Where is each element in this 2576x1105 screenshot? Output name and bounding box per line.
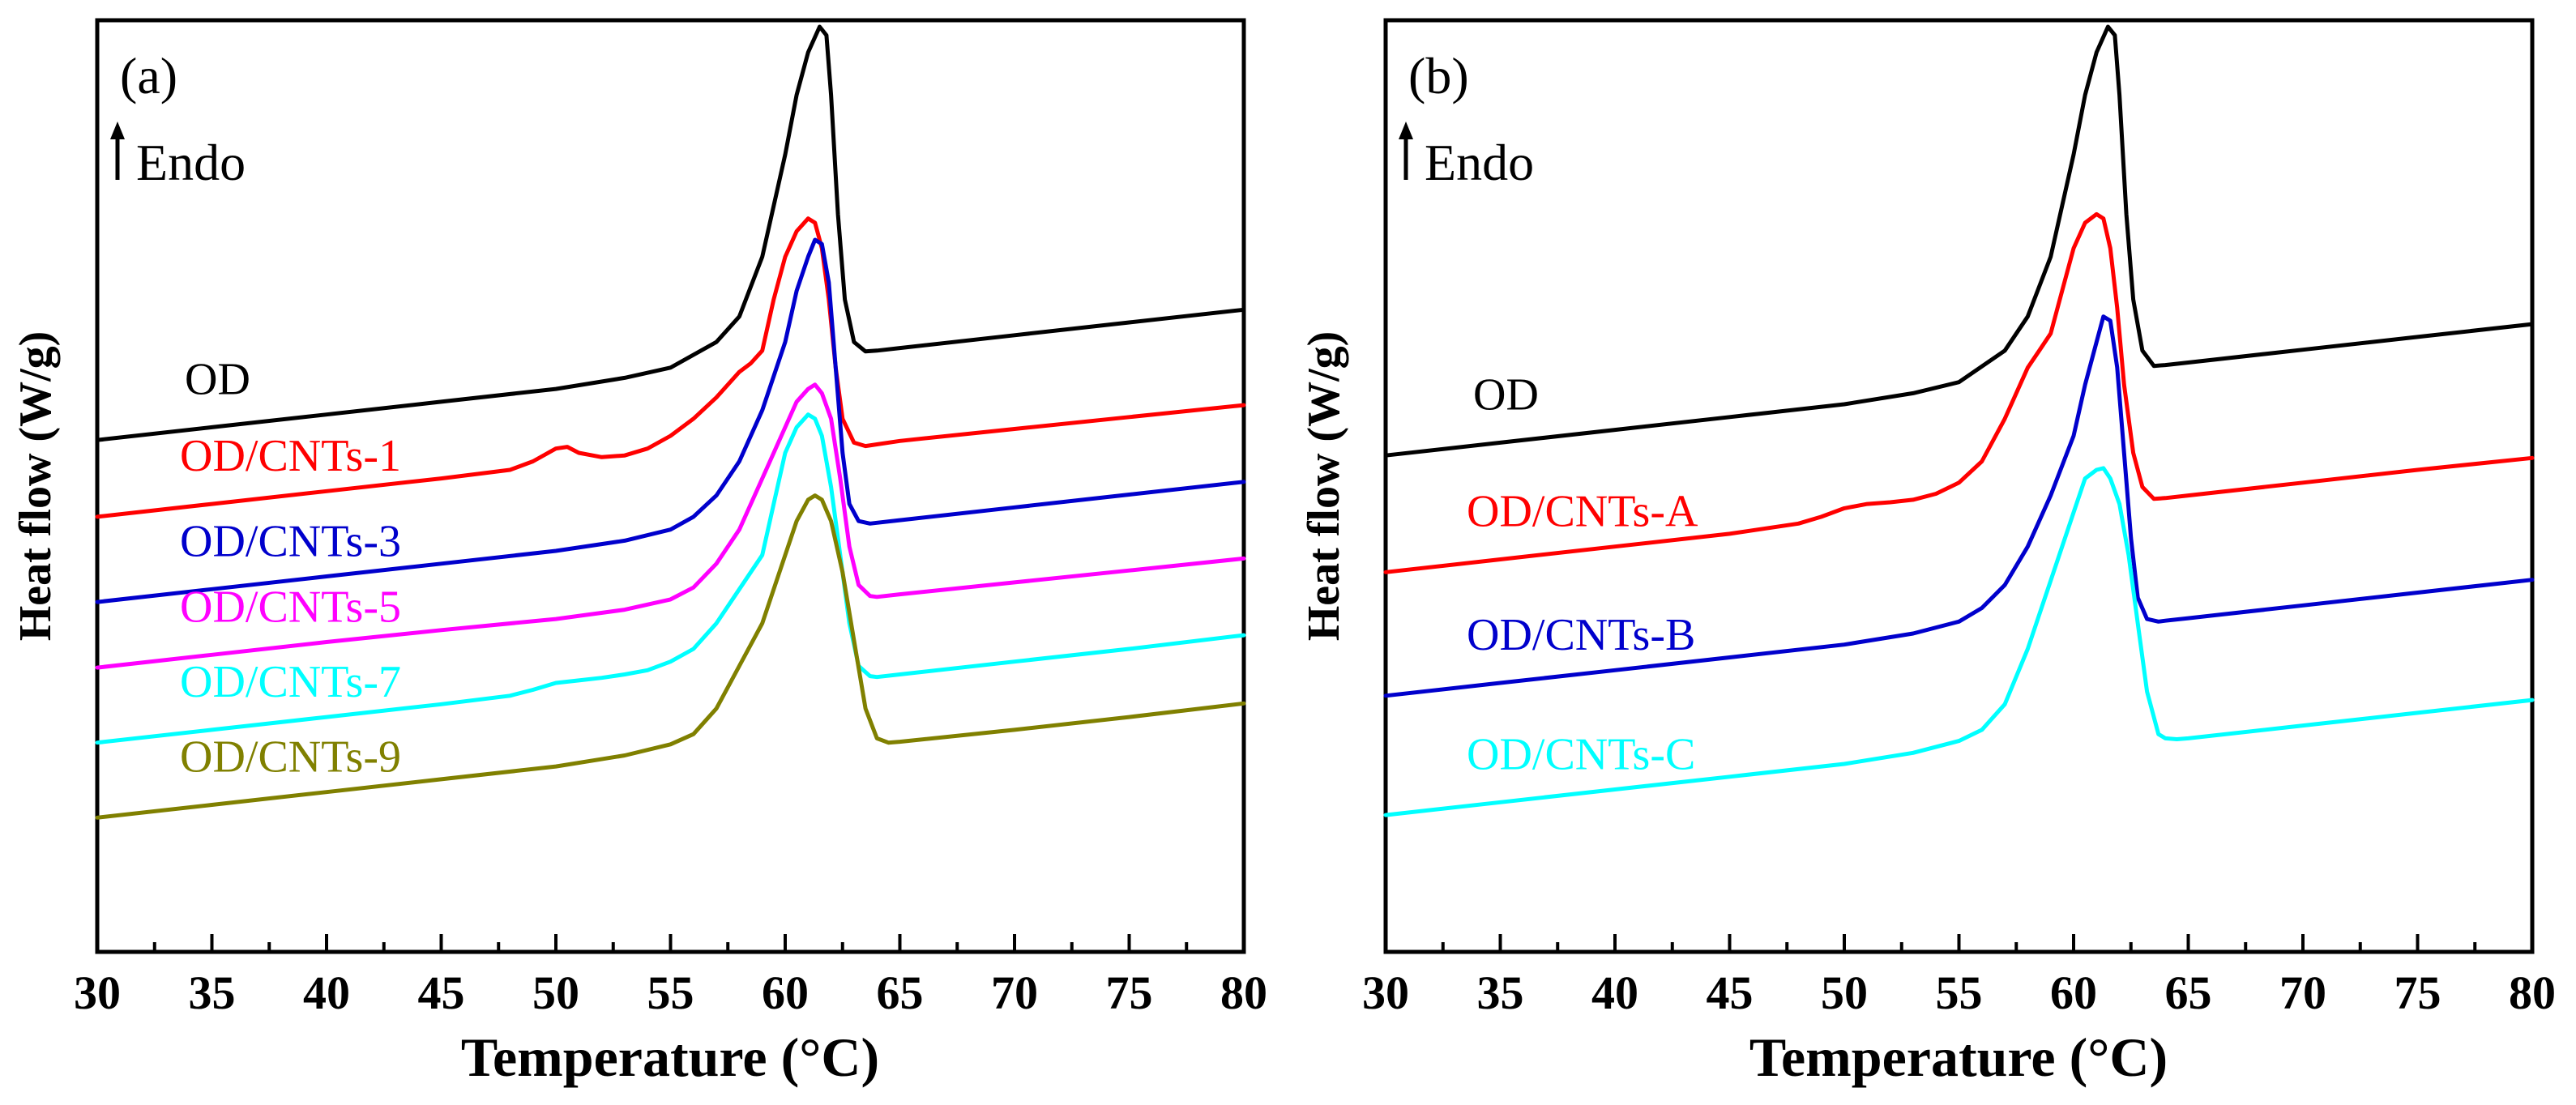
series-line-od (1383, 24, 2535, 458)
x-tick-label: 35 (1477, 966, 1524, 1019)
x-tick-label: 70 (991, 966, 1038, 1019)
panel-a: 30 35 40 45 50 55 60 65 70 75 80 OD OD/CNTs-1 OD/CNT… (11, 18, 1267, 1088)
x-tick-label: 30 (1362, 966, 1409, 1019)
endo-arrow-icon (110, 122, 125, 180)
endo-arrow-icon (1399, 122, 1413, 180)
series-label: OD/CNTs-A (1467, 487, 1698, 537)
series-label: OD/CNTs-3 (180, 516, 401, 566)
x-tick-label: 40 (1591, 966, 1638, 1019)
x-tick-label: 30 (74, 966, 121, 1019)
series-labels: OD OD/CNTs-A OD/CNTs-B OD/CNTs-C (1467, 369, 1698, 779)
x-axis-title: Temperature (°C) (1749, 1026, 2168, 1088)
series-line-od-cnts-5 (95, 382, 1246, 670)
series-labels: OD OD/CNTs-1 OD/CNTs-3 OD/CNTs-5 OD/CNTs-7 OD… (180, 355, 401, 783)
x-tick-label: 65 (2165, 966, 2212, 1019)
x-tick-label: 70 (2279, 966, 2326, 1019)
series-line-od-cnts-b (1383, 314, 2535, 698)
series-label: OD/CNTs-C (1467, 729, 1695, 779)
series-line-od-cnts-c (1383, 466, 2535, 817)
x-tick-label: 80 (2509, 966, 2556, 1019)
x-tick-label: 55 (647, 966, 694, 1019)
x-tick-label: 75 (2394, 966, 2441, 1019)
series-label: OD/CNTs-9 (180, 732, 401, 783)
x-tick-label: 65 (877, 966, 924, 1019)
endo-annotation: Endo (136, 134, 246, 191)
x-tick-label: 45 (1707, 966, 1754, 1019)
x-tick-label: 80 (1220, 966, 1267, 1019)
x-tick-label: 35 (189, 966, 236, 1019)
x-tick-label: 55 (1936, 966, 1983, 1019)
y-axis-title: Heat flow (W/g) (1299, 331, 1349, 642)
x-tick-labels: 30 35 40 45 50 55 60 65 70 75 80 (1362, 966, 2556, 1019)
x-tick-label: 75 (1106, 966, 1153, 1019)
x-tick-label: 50 (532, 966, 579, 1019)
series-line-od-cnts-7 (95, 412, 1246, 745)
x-tick-label: 60 (2050, 966, 2097, 1019)
series-line-od-cnts-a (1383, 211, 2535, 574)
plot-frame (95, 18, 1246, 954)
panel-label: (b) (1408, 47, 1469, 105)
series-line-od (95, 24, 1246, 442)
series-label: OD/CNTs-5 (180, 582, 401, 632)
series-label: OD (185, 355, 250, 405)
series-label: OD/CNTs-B (1467, 610, 1695, 660)
endo-annotation: Endo (1425, 134, 1534, 191)
y-axis-title: Heat flow (W/g) (11, 331, 61, 642)
x-axis-title: Temperature (°C) (461, 1026, 879, 1088)
series-line-od-cnts-3 (95, 237, 1246, 604)
series-label: OD (1473, 369, 1539, 420)
series-curves (1383, 24, 2535, 817)
x-tick-label: 45 (418, 966, 465, 1019)
panel-label: (a) (120, 47, 177, 105)
x-tick-label: 60 (762, 966, 809, 1019)
series-label: OD/CNTs-1 (180, 431, 401, 481)
x-tick-label: 50 (1821, 966, 1868, 1019)
x-tick-labels: 30 35 40 45 50 55 60 65 70 75 80 (74, 966, 1267, 1019)
series-label: OD/CNTs-7 (180, 657, 401, 707)
x-tick-label: 40 (303, 966, 350, 1019)
series-line-od-cnts-9 (95, 493, 1246, 820)
panel-b: 30 35 40 45 50 55 60 65 70 75 80 OD OD/CNTs-A OD/CNT… (1299, 18, 2556, 1088)
series-curves (95, 24, 1246, 820)
x-axis-ticks (96, 934, 1245, 952)
x-axis-ticks (1384, 934, 2534, 952)
series-line-od-cnts-1 (95, 216, 1246, 519)
